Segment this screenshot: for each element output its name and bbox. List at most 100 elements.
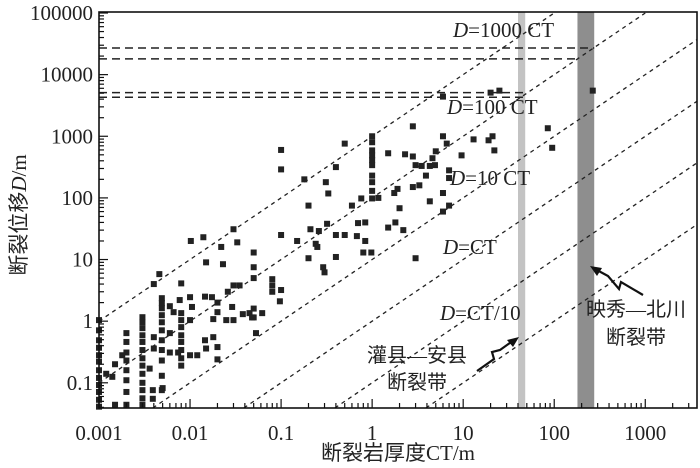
data-point [202,293,209,300]
data-point [369,139,376,146]
data-point [431,162,438,169]
label-text: =10 CT [465,166,530,190]
ratio-line-label: D=CT/10 [439,301,521,325]
data-point [439,133,446,140]
data-point [325,190,332,197]
data-point [214,299,221,306]
data-point [369,152,376,159]
data-point [549,144,556,151]
data-point [150,281,157,288]
data-point [203,259,210,266]
data-point [470,136,477,143]
data-point [170,309,177,316]
data-point [123,388,130,395]
data-point [112,401,119,408]
data-point [123,338,130,345]
axes: 0.001 0.01 0.1 1 10 100 1000 0.1 1 10 100 1000 10000… [30,1,698,445]
fault-zone-name-suffix: 断裂带 [606,326,666,349]
data-point [276,298,283,305]
label-text: /m [7,154,31,176]
data-point [250,305,257,312]
data-point [103,370,110,377]
data-point [219,261,226,268]
data-point [166,349,173,356]
data-point [200,234,207,241]
data-point [250,264,257,271]
data-point [158,357,165,364]
data-point [458,152,465,159]
data-point [139,370,146,377]
data-point [158,319,165,326]
data-point [250,249,257,256]
data-point [178,362,185,369]
data-point [139,332,146,339]
data-point [321,269,328,276]
fault-zone-bands [517,12,595,408]
data-point [446,175,453,182]
data-point [187,317,194,324]
data-point [112,361,119,368]
data-point [544,125,551,132]
data-point [146,365,153,372]
data-point [214,344,221,351]
ratio-line [243,100,698,409]
data-point [123,330,130,337]
data-point [203,345,210,352]
data-point [139,319,146,326]
label-variable: D [452,18,468,42]
data-point [158,312,165,319]
fault-zone-name: 灌县—安县 [367,344,467,367]
data-point [208,294,215,301]
data-point [223,317,230,324]
data-point [178,324,185,331]
data-point [391,190,398,197]
data-point [158,295,165,302]
data-point [188,303,195,310]
data-point [139,314,146,321]
data-point [394,185,401,192]
data-point [426,162,433,169]
data-point [485,137,492,144]
data-point [123,349,130,356]
data-point [314,243,321,250]
data-point [396,205,403,212]
data-point [332,232,339,239]
data-point [487,89,494,96]
data-point [210,334,217,341]
x-tick-label: 10 [453,421,474,445]
x-tick-label: 0.1 [268,421,294,445]
data-point [139,325,146,332]
data-point [218,243,225,250]
data-point [369,172,376,179]
data-point [166,330,173,337]
data-point [166,303,173,310]
data-point [269,288,276,295]
data-point [149,395,156,402]
label-text: =CT/10 [455,301,521,325]
data-point [369,195,376,202]
data-point [446,202,453,209]
y-axis-title: 断裂位移D/m [7,154,31,275]
data-point [439,208,446,215]
data-point [439,190,446,197]
data-point [194,352,201,359]
data-point [159,385,166,392]
data-point [307,226,314,233]
x-tick-label: 0.01 [172,421,209,445]
data-point [312,240,319,247]
label-variable: D [449,166,465,190]
data-point [178,338,185,345]
annotations: D=1000 CTD=100 CTD=10 CTD=CTD=CT/10灌县—安县… [367,18,686,394]
data-point [332,164,339,171]
x-axis-title: 断裂岩厚度CT/m [321,441,475,465]
data-point [589,87,596,94]
data-point [149,387,156,394]
data-point [278,166,285,173]
data-point [123,367,130,374]
data-point [139,338,146,345]
data-point [150,345,157,352]
data-point [360,249,367,256]
data-point [429,155,436,162]
data-point [239,311,246,318]
y-tick-label: 0.1 [67,371,93,395]
